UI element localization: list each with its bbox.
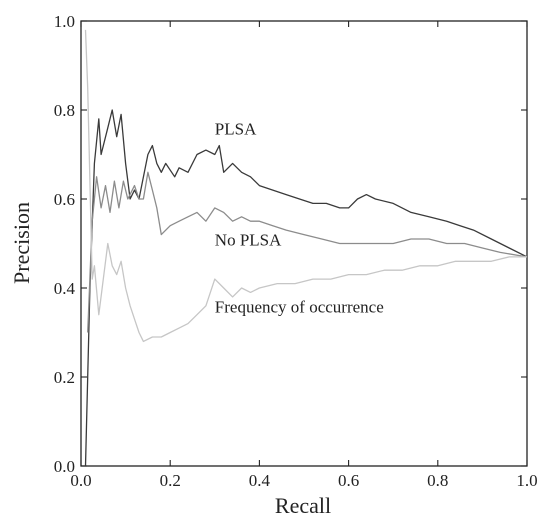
y-tick-label: 1.0 [54, 12, 75, 31]
series-lines [84, 29, 528, 467]
label-plsa: PLSA [215, 119, 257, 138]
x-axis-title: Recall [275, 493, 331, 518]
label-frequency-of-occurrence: Frequency of occurrence [215, 297, 384, 316]
y-tick-label: 0.0 [54, 457, 75, 476]
series-line-frequency-of-occurrence [84, 29, 527, 343]
y-tick-label: 0.2 [54, 368, 75, 387]
inline-labels: PLSA No PLSA Frequency of occurrence [215, 119, 384, 316]
y-tick-label: 0.4 [54, 279, 76, 298]
x-tick-label: 1.0 [516, 471, 537, 490]
plot-frame [80, 20, 528, 467]
series-line-no-plsa [87, 171, 528, 333]
label-no-plsa: No PLSA [215, 231, 282, 250]
series-line-plsa [84, 109, 528, 467]
x-tick-label: 0.8 [427, 471, 448, 490]
x-tick-label: 0.6 [338, 471, 359, 490]
y-tick-label: 0.6 [54, 190, 75, 209]
axes: 0.0 0.2 0.4 0.6 0.8 1.0 0.0 0.2 0.4 0.6 0.8 1.0 [54, 12, 538, 490]
x-tick-label: 0.4 [249, 471, 271, 490]
x-tick-label: 0.2 [160, 471, 181, 490]
y-axis-title: Precision [9, 202, 34, 284]
x-tick-label: 0.0 [70, 471, 91, 490]
y-tick-label: 0.8 [54, 101, 75, 120]
